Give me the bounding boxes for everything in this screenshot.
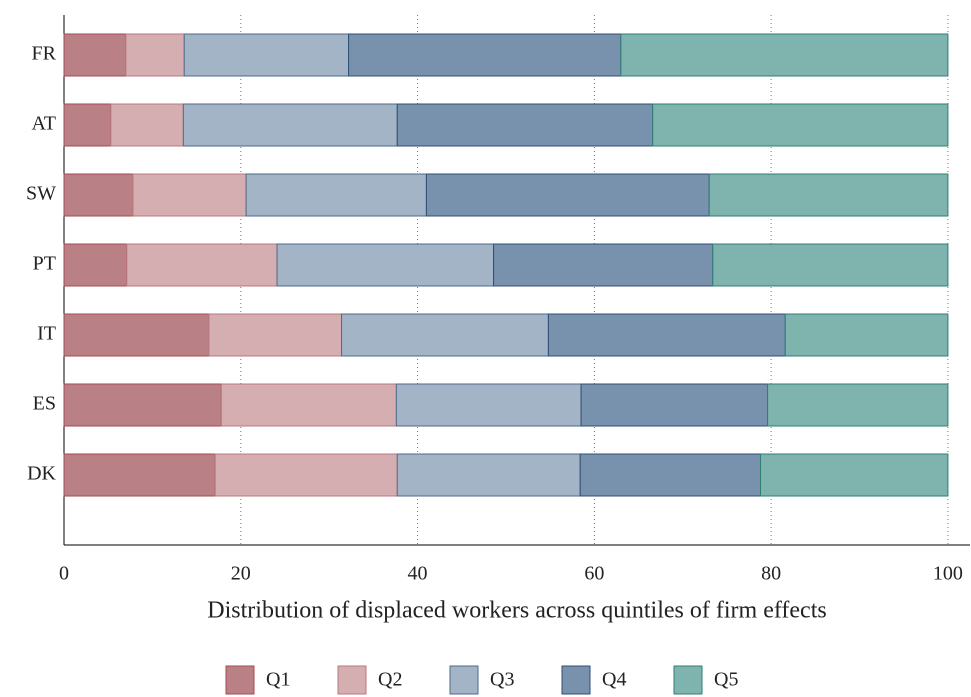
bar-segment xyxy=(395,383,582,427)
x-tick-label: 20 xyxy=(231,563,251,585)
x-tick-label: 60 xyxy=(584,563,604,585)
y-tick-label: IT xyxy=(37,323,56,345)
bar-segment xyxy=(63,313,210,357)
y-tick-label: DK xyxy=(27,463,56,485)
legend-label: Q5 xyxy=(714,669,738,691)
bar-segment xyxy=(63,453,216,497)
legend-swatch xyxy=(337,665,367,695)
bar-segment xyxy=(425,173,710,217)
bar-segment xyxy=(126,243,278,287)
bar-segment xyxy=(63,103,112,147)
bar-segment xyxy=(348,33,622,77)
bar-segment xyxy=(182,103,398,147)
bar-segment xyxy=(63,383,222,427)
legend-label: Q1 xyxy=(266,669,290,691)
bar-segment xyxy=(708,173,949,217)
bar-segment xyxy=(580,383,769,427)
legend-label: Q3 xyxy=(490,669,514,691)
legend-label: Q2 xyxy=(378,669,402,691)
bar-segment xyxy=(547,313,786,357)
bar-segment xyxy=(620,33,949,77)
bar-segment xyxy=(63,173,134,217)
x-tick-label: 80 xyxy=(761,563,781,585)
legend-swatch xyxy=(449,665,479,695)
bar-segment xyxy=(579,453,762,497)
y-tick-label: FR xyxy=(32,43,57,65)
bar-segment xyxy=(208,313,343,357)
bar-segment xyxy=(276,243,495,287)
x-axis-label: Distribution of displaced workers across… xyxy=(207,598,826,624)
bar-segment xyxy=(214,453,398,497)
y-tick-label: PT xyxy=(33,253,56,275)
bar-segment xyxy=(110,103,184,147)
bar-segment xyxy=(493,243,714,287)
bar-segment xyxy=(784,313,949,357)
legend-swatch xyxy=(225,665,255,695)
bar-segment xyxy=(63,243,128,287)
bar-segment xyxy=(63,33,127,77)
legend-label: Q4 xyxy=(602,669,626,691)
bar-segment xyxy=(183,33,350,77)
y-tick-label: ES xyxy=(33,393,56,415)
legend-swatch xyxy=(673,665,703,695)
y-tick-label: SW xyxy=(26,183,56,205)
legend-swatch xyxy=(561,665,591,695)
bar-segment xyxy=(125,33,185,77)
bar-segment xyxy=(767,383,949,427)
bar-segment xyxy=(220,383,397,427)
bar-segment xyxy=(341,313,549,357)
bar-segment xyxy=(652,103,949,147)
bar-segment xyxy=(396,103,654,147)
bar-segment xyxy=(712,243,949,287)
bar-segment xyxy=(245,173,427,217)
bar-segment xyxy=(396,453,581,497)
x-tick-label: 0 xyxy=(59,563,69,585)
x-tick-label: 40 xyxy=(408,563,428,585)
bar-segment xyxy=(132,173,247,217)
x-tick-label: 100 xyxy=(933,563,963,585)
bar-segment xyxy=(760,453,949,497)
y-tick-label: AT xyxy=(32,113,56,135)
